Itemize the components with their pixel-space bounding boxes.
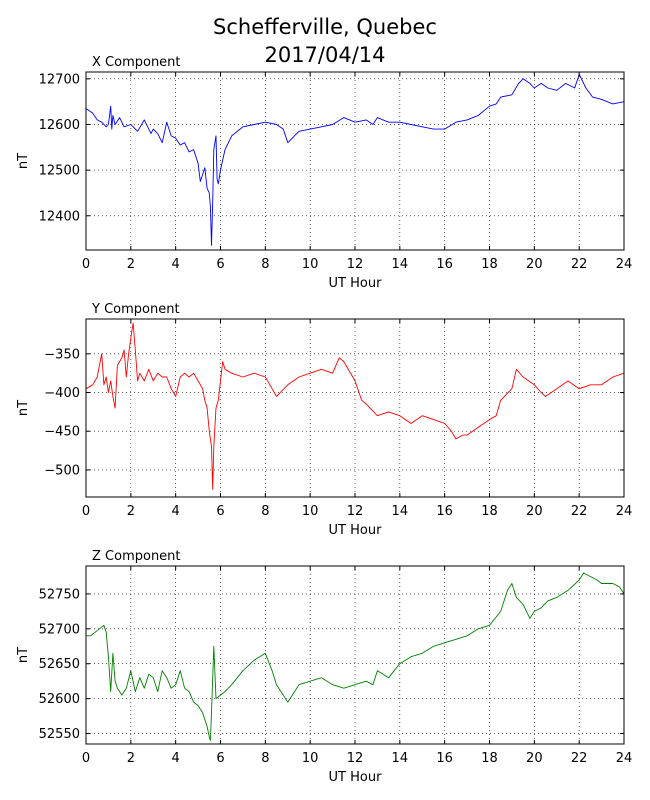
x-x-tick-label-12: 24 bbox=[616, 257, 633, 272]
panels: 0 2 4 6 8 10 12 14 16 18 20 22 241240012500126001270… bbox=[16, 55, 632, 785]
x-panel-title: X Component bbox=[92, 55, 181, 70]
z-x-tick-label-1: 2 bbox=[127, 751, 135, 766]
y-x-tick-label-1: 2 bbox=[127, 504, 135, 519]
x-x-axis-label: UT Hour bbox=[329, 276, 383, 291]
y-x-tick-label-7: 14 bbox=[392, 504, 409, 519]
x-x-tick-label-0: 0 bbox=[82, 257, 90, 272]
z-x-tick-label-3: 6 bbox=[216, 751, 224, 766]
z-y-tick-label-4: 52750 bbox=[39, 587, 80, 602]
z-y-axis-label: nT bbox=[16, 647, 31, 663]
y-y-tick-label-3: −350 bbox=[44, 347, 80, 362]
x-x-tick-label-8: 16 bbox=[436, 257, 453, 272]
y-x-tick-label-11: 22 bbox=[571, 504, 588, 519]
y-x-tick-label-12: 24 bbox=[616, 504, 633, 519]
x-x-tick-label-5: 10 bbox=[302, 257, 319, 272]
z-x-tick-label-9: 18 bbox=[481, 751, 498, 766]
x-y-tick-label-2: 12600 bbox=[39, 118, 80, 133]
z-y-tick-label-3: 52700 bbox=[39, 622, 80, 637]
x-x-tick-label-1: 2 bbox=[127, 257, 135, 272]
y-panel-title: Y Component bbox=[91, 302, 180, 317]
y-x-tick-label-9: 18 bbox=[481, 504, 498, 519]
z-x-tick-label-2: 4 bbox=[172, 751, 180, 766]
x-x-tick-label-2: 4 bbox=[172, 257, 180, 272]
z-x-tick-label-10: 20 bbox=[526, 751, 543, 766]
y-y-tick-label-2: −400 bbox=[44, 386, 80, 401]
panel-x: 0 2 4 6 8 10 12 14 16 18 20 22 241240012500126001270… bbox=[16, 55, 632, 291]
x-x-tick-label-7: 14 bbox=[392, 257, 409, 272]
z-x-tick-label-8: 16 bbox=[436, 751, 453, 766]
z-panel-title: Z Component bbox=[92, 549, 181, 564]
z-x-tick-label-11: 22 bbox=[571, 751, 588, 766]
x-y-axis-label: nT bbox=[16, 153, 31, 169]
x-x-tick-label-9: 18 bbox=[481, 257, 498, 272]
x-x-tick-label-6: 12 bbox=[347, 257, 364, 272]
y-x-tick-label-4: 8 bbox=[261, 504, 269, 519]
z-y-tick-label-2: 52650 bbox=[39, 657, 80, 672]
x-series-line-0 bbox=[85, 73, 625, 246]
figure-title-line-1: Schefferville, Quebec bbox=[213, 15, 437, 39]
z-x-tick-label-6: 12 bbox=[347, 751, 364, 766]
y-y-axis-label: nT bbox=[16, 400, 31, 416]
z-series-line-0 bbox=[86, 572, 625, 741]
x-x-tick-label-3: 6 bbox=[216, 257, 224, 272]
z-x-tick-label-5: 10 bbox=[302, 751, 319, 766]
x-y-tick-label-1: 12500 bbox=[39, 164, 80, 179]
z-x-axis-label: UT Hour bbox=[329, 770, 383, 785]
z-y-tick-label-1: 52600 bbox=[39, 692, 80, 707]
z-x-tick-label-0: 0 bbox=[82, 751, 90, 766]
x-y-tick-label-0: 12400 bbox=[39, 209, 80, 224]
y-x-tick-label-2: 4 bbox=[172, 504, 180, 519]
y-series-line-0 bbox=[85, 322, 625, 490]
y-y-tick-label-0: −500 bbox=[44, 463, 80, 478]
z-x-tick-label-4: 8 bbox=[261, 751, 269, 766]
x-y-tick-label-3: 12700 bbox=[39, 72, 80, 87]
y-x-tick-label-5: 10 bbox=[302, 504, 319, 519]
figure-title-line-2: 2017/04/14 bbox=[264, 43, 385, 67]
panel-z: 0 2 4 6 8 10 12 14 16 18 20 22 245255052600526505270… bbox=[16, 549, 632, 785]
y-y-tick-label-1: −450 bbox=[44, 425, 80, 440]
x-x-tick-label-4: 8 bbox=[261, 257, 269, 272]
x-x-tick-label-11: 22 bbox=[571, 257, 588, 272]
y-x-tick-label-8: 16 bbox=[436, 504, 453, 519]
y-x-tick-label-0: 0 bbox=[82, 504, 90, 519]
z-x-tick-label-7: 14 bbox=[392, 751, 409, 766]
z-x-tick-label-12: 24 bbox=[616, 751, 633, 766]
y-x-tick-label-10: 20 bbox=[526, 504, 543, 519]
z-y-tick-label-0: 52550 bbox=[39, 727, 80, 742]
y-x-axis-label: UT Hour bbox=[329, 523, 383, 538]
y-x-tick-label-6: 12 bbox=[347, 504, 364, 519]
y-x-tick-label-3: 6 bbox=[216, 504, 224, 519]
x-x-tick-label-10: 20 bbox=[526, 257, 543, 272]
